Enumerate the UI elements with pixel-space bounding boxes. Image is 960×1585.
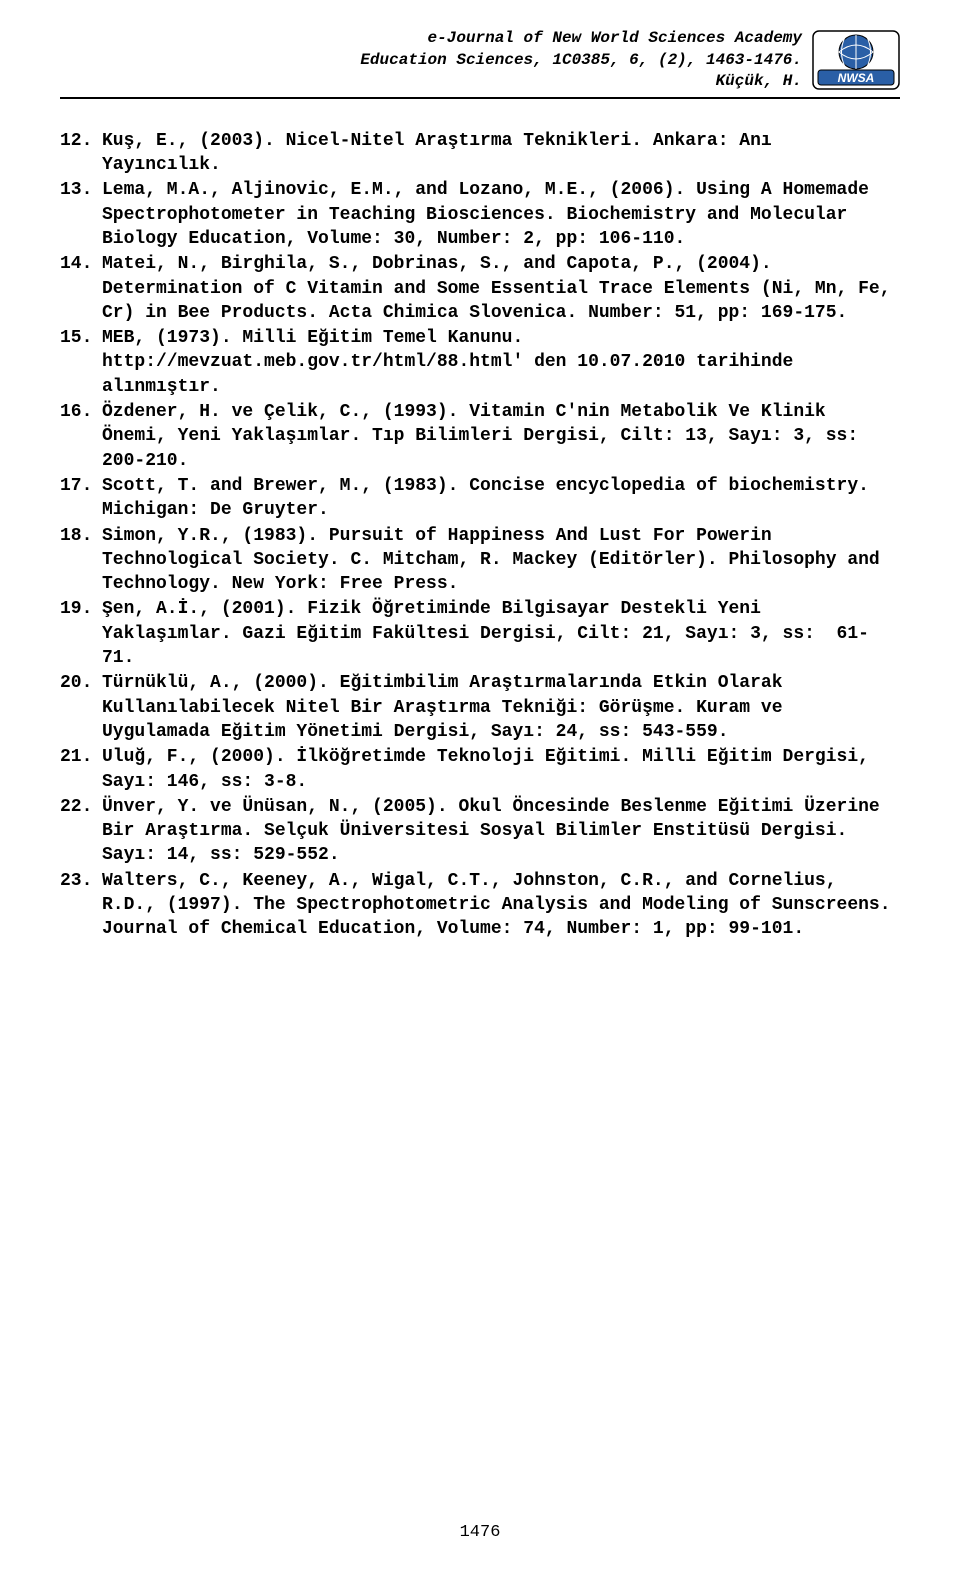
reference-item: 14.Matei, N., Birghila, S., Dobrinas, S.… — [60, 252, 900, 325]
reference-number: 17. — [60, 474, 102, 498]
reference-text: MEB, (1973). Milli Eğitim Temel Kanunu. … — [102, 326, 900, 399]
reference-number: 20. — [60, 671, 102, 695]
header-rule — [60, 97, 900, 99]
page-number: 1476 — [0, 1522, 960, 1545]
header-line-3: Küçük, H. — [360, 71, 802, 93]
page: e-Journal of New World Sciences Academy … — [0, 0, 960, 1585]
reference-item: 23.Walters, C., Keeney, A., Wigal, C.T.,… — [60, 869, 900, 942]
journal-logo-icon: NWSA — [812, 30, 900, 90]
reference-number: 22. — [60, 795, 102, 819]
reference-item: 15.MEB, (1973). Milli Eğitim Temel Kanun… — [60, 326, 900, 399]
reference-text: Lema, M.A., Aljinovic, E.M., and Lozano,… — [102, 178, 900, 251]
reference-number: 18. — [60, 524, 102, 548]
reference-number: 21. — [60, 745, 102, 769]
reference-text: Simon, Y.R., (1983). Pursuit of Happines… — [102, 524, 900, 597]
header-line-2: Education Sciences, 1C0385, 6, (2), 1463… — [360, 50, 802, 72]
reference-item: 16.Özdener, H. ve Çelik, C., (1993). Vit… — [60, 400, 900, 473]
reference-text: Türnüklü, A., (2000). Eğitimbilim Araştı… — [102, 671, 900, 744]
reference-item: 22.Ünver, Y. ve Ünüsan, N., (2005). Okul… — [60, 795, 900, 868]
reference-item: 13.Lema, M.A., Aljinovic, E.M., and Loza… — [60, 178, 900, 251]
logo-text: NWSA — [838, 71, 875, 85]
reference-list: 12.Kuş, E., (2003). Nicel-Nitel Araştırm… — [60, 129, 900, 942]
reference-number: 15. — [60, 326, 102, 350]
reference-number: 23. — [60, 869, 102, 893]
reference-item: 20.Türnüklü, A., (2000). Eğitimbilim Ara… — [60, 671, 900, 744]
reference-text: Ünver, Y. ve Ünüsan, N., (2005). Okul Ön… — [102, 795, 900, 868]
reference-number: 12. — [60, 129, 102, 153]
reference-item: 17.Scott, T. and Brewer, M., (1983). Con… — [60, 474, 900, 523]
reference-text: Şen, A.İ., (2001). Fizik Öğretiminde Bil… — [102, 597, 900, 670]
reference-number: 19. — [60, 597, 102, 621]
header-line-1: e-Journal of New World Sciences Academy — [360, 28, 802, 50]
reference-text: Uluğ, F., (2000). İlköğretimde Teknoloji… — [102, 745, 900, 794]
reference-text: Matei, N., Birghila, S., Dobrinas, S., a… — [102, 252, 900, 325]
reference-item: 19.Şen, A.İ., (2001). Fizik Öğretiminde … — [60, 597, 900, 670]
reference-text: Özdener, H. ve Çelik, C., (1993). Vitami… — [102, 400, 900, 473]
running-header: e-Journal of New World Sciences Academy … — [60, 0, 900, 93]
reference-text: Scott, T. and Brewer, M., (1983). Concis… — [102, 474, 900, 523]
reference-number: 16. — [60, 400, 102, 424]
reference-item: 21.Uluğ, F., (2000). İlköğretimde Teknol… — [60, 745, 900, 794]
reference-number: 13. — [60, 178, 102, 202]
reference-item: 18.Simon, Y.R., (1983). Pursuit of Happi… — [60, 524, 900, 597]
reference-text: Kuş, E., (2003). Nicel-Nitel Araştırma T… — [102, 129, 900, 178]
reference-text: Walters, C., Keeney, A., Wigal, C.T., Jo… — [102, 869, 900, 942]
reference-item: 12.Kuş, E., (2003). Nicel-Nitel Araştırm… — [60, 129, 900, 178]
reference-number: 14. — [60, 252, 102, 276]
